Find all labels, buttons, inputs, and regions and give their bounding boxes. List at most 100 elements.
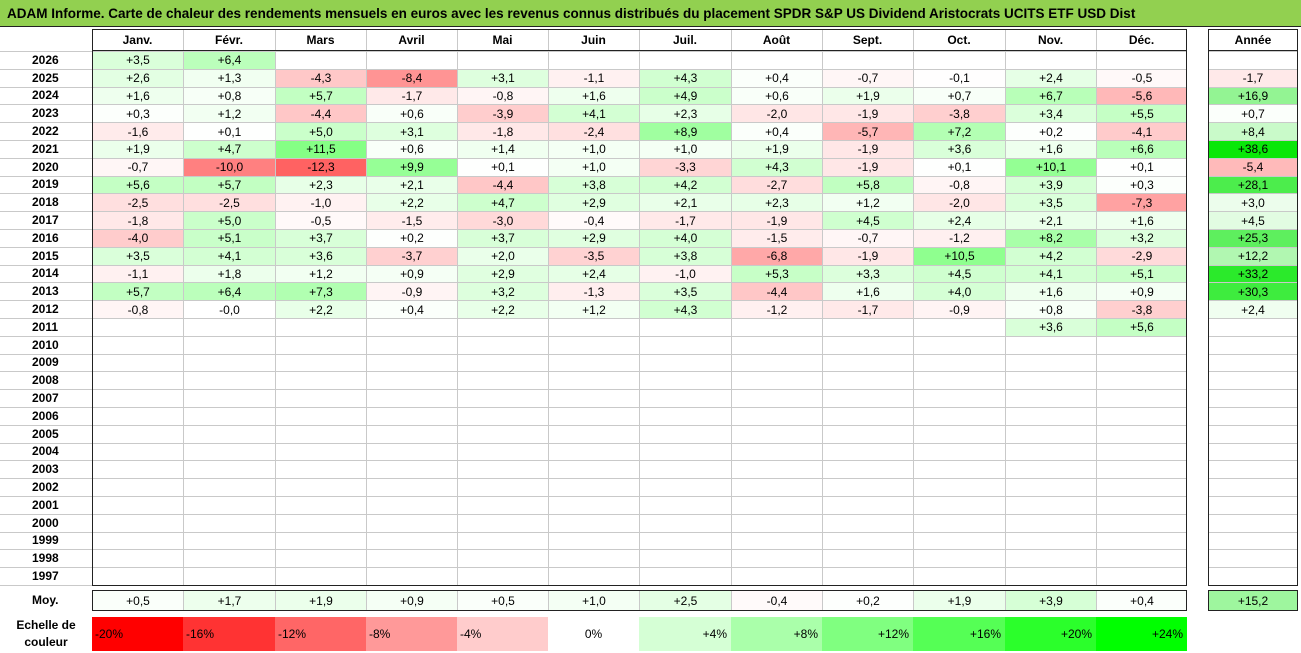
- heatmap-cell: +3,5: [1006, 194, 1096, 212]
- average-annual-cell: +15,2: [1209, 591, 1297, 610]
- grid-line-h: [1208, 104, 1298, 106]
- grid-line-h: [0, 335, 1187, 337]
- heatmap-cell: [1006, 514, 1096, 532]
- heatmap-cell: [732, 532, 822, 550]
- average-label: Moy.: [32, 593, 59, 607]
- heatmap-cell: [640, 425, 731, 443]
- heatmap-cell: +0,4: [367, 301, 457, 318]
- heatmap-cell: +3,5: [640, 283, 731, 301]
- heatmap-cell: -1,9: [823, 247, 913, 265]
- heatmap-cell: [93, 336, 183, 354]
- year-label: 2017: [32, 213, 59, 228]
- heatmap-cell: -2,5: [184, 194, 275, 212]
- grid-line-h: [0, 531, 1187, 533]
- heatmap-cell: +3,6: [276, 247, 366, 265]
- heatmap-cell: [732, 479, 822, 496]
- heatmap-cell: [549, 354, 639, 372]
- heatmap-cell: -0,5: [276, 212, 366, 229]
- annual-cell: [1209, 461, 1297, 479]
- annual-cell: [1209, 372, 1297, 390]
- heatmap-cell: -8,4: [367, 69, 457, 87]
- heatmap-cell: [367, 336, 457, 354]
- grid-line-h: [0, 282, 1187, 284]
- grid-line-v: [548, 29, 549, 585]
- heatmap-cell: +0,7: [914, 87, 1005, 105]
- heatmap-cell: [367, 532, 457, 550]
- heatmap-cell: +1,2: [549, 301, 639, 318]
- grid-line-v: [731, 590, 732, 610]
- heatmap-cell: [184, 425, 275, 443]
- heatmap-cell: +1,6: [549, 87, 639, 105]
- heatmap-cell: +10,1: [1006, 158, 1096, 176]
- heatmap-cell: +0,9: [367, 265, 457, 283]
- grid-line-h: [1208, 460, 1298, 462]
- grid-line-h: [1208, 424, 1298, 426]
- average-cell: +0,4: [1097, 591, 1187, 610]
- heatmap-cell: [1006, 390, 1096, 407]
- average-cell: +0,5: [93, 591, 183, 610]
- annual-cell: +33,2: [1209, 265, 1297, 283]
- grid-line-h: [0, 193, 1187, 195]
- heatmap-cell: +0,6: [732, 87, 822, 105]
- heatmap-cell: -3,3: [640, 158, 731, 176]
- heatmap-cell: [549, 443, 639, 461]
- heatmap-cell: +4,0: [640, 230, 731, 247]
- heatmap-cell: [732, 497, 822, 514]
- heatmap-cell: +3,8: [640, 247, 731, 265]
- heatmap-cell: +0,1: [1097, 158, 1187, 176]
- heatmap-cell: -3,8: [914, 105, 1005, 123]
- heatmap-cell: [276, 390, 366, 407]
- heatmap-cell: +0,6: [367, 105, 457, 123]
- heatmap-cell: -4,4: [732, 283, 822, 301]
- heatmap-cell: +2,9: [549, 230, 639, 247]
- heatmap-cell: [823, 550, 913, 568]
- heatmap-cell: +1,6: [1006, 283, 1096, 301]
- grid-line-h: [1208, 122, 1298, 124]
- heatmap-cell: -1,2: [914, 230, 1005, 247]
- month-header: Août: [762, 32, 791, 47]
- heatmap-cell: -7,3: [1097, 194, 1187, 212]
- heatmap-cell: [549, 568, 639, 585]
- heatmap-cell: -1,7: [367, 87, 457, 105]
- heatmap-cell: +8,2: [1006, 230, 1096, 247]
- heatmap-cell: -1,9: [823, 105, 913, 123]
- heatmap-cell: [823, 479, 913, 496]
- heatmap-cell: [1006, 550, 1096, 568]
- heatmap-cell: -1,2: [732, 301, 822, 318]
- grid-line-v: [913, 29, 914, 585]
- heatmap-cell: [184, 497, 275, 514]
- heatmap-cell: [93, 479, 183, 496]
- heatmap-cell: -2,7: [732, 176, 822, 194]
- heatmap-cell: +0,8: [184, 87, 275, 105]
- year-label: 2010: [32, 337, 59, 352]
- heatmap-cell: [823, 390, 913, 407]
- grid-line-h: [1208, 442, 1298, 444]
- heatmap-cell: [1097, 443, 1187, 461]
- color-scale-swatch: -16%: [183, 617, 275, 651]
- grid-line-v: [1096, 29, 1097, 585]
- year-label: 2020: [32, 159, 59, 174]
- heatmap-cell: [93, 408, 183, 425]
- heatmap-cell: [640, 319, 731, 336]
- annual-cell: +2,4: [1209, 301, 1297, 318]
- grid-line-v: [548, 590, 549, 610]
- heatmap-cell: [732, 514, 822, 532]
- heatmap-cell: +6,7: [1006, 87, 1096, 105]
- grid-line-h: [0, 513, 1187, 515]
- heatmap-cell: +0,6: [367, 141, 457, 158]
- heatmap-cell: [367, 497, 457, 514]
- heatmap-cell: +2,4: [1006, 69, 1096, 87]
- grid-line-h: [0, 157, 1187, 159]
- heatmap-cell: +1,9: [823, 87, 913, 105]
- heatmap-cell: +5,7: [93, 283, 183, 301]
- heatmap-cell: +6,4: [184, 52, 275, 69]
- heatmap-cell: [732, 461, 822, 479]
- heatmap-cell: [914, 52, 1005, 69]
- page-title: ADAM Informe. Carte de chaleur des rende…: [0, 0, 1301, 27]
- heatmap-cell: +4,2: [1006, 247, 1096, 265]
- month-header: Févr.: [214, 32, 244, 47]
- heatmap-cell: [1097, 532, 1187, 550]
- grid-line-h: [1208, 389, 1298, 391]
- grid-line-h: [0, 353, 1187, 355]
